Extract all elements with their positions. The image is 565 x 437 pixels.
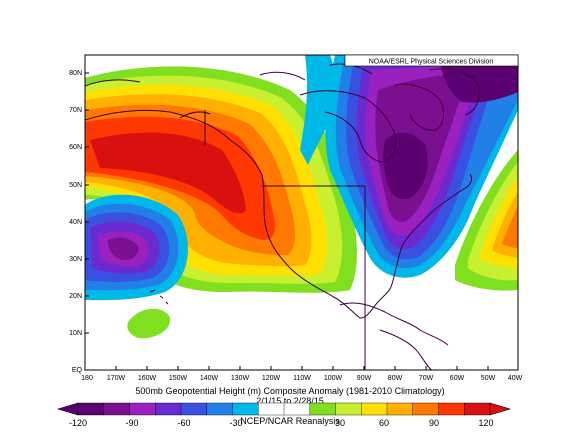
caption-title: 500mb Geopotential Height (m) Composite … [135, 386, 444, 396]
colorbar-cells [77, 402, 491, 416]
colorbar-label: -120 [69, 418, 87, 428]
anomaly-field [85, 55, 518, 370]
colorbar-cell [206, 402, 233, 416]
lat-label: 70N [69, 107, 82, 114]
colorbar-cell [103, 402, 130, 416]
caption-source: NCEP/NCAR Reanalysis [240, 416, 340, 426]
lon-label: 170W [107, 375, 126, 382]
lon-label: 140W [200, 375, 219, 382]
colorbar-cell [361, 402, 388, 416]
lon-label: 80W [388, 375, 403, 382]
colorbar-cell [464, 402, 491, 416]
lon-label: 100W [324, 375, 343, 382]
colorbar-cell [77, 402, 105, 416]
colorbar-label: 90 [429, 418, 439, 428]
colorbar-label: -90 [125, 418, 138, 428]
credit-text: NOAA/ESRL Physical Sciences Division [369, 59, 494, 66]
map-panel: NOAA/ESRL Physical Sciences Division 80N… [69, 54, 523, 382]
lon-label: 150W [169, 375, 188, 382]
lon-label: 180 [81, 375, 93, 382]
colorbar-cell [412, 402, 439, 416]
lon-label: 120W [262, 375, 281, 382]
caption-dates: 2/1/15 to 2/28/15 [256, 396, 324, 406]
lat-label: 30N [69, 256, 82, 263]
lat-label: EQ [72, 367, 83, 374]
colorbar-label-60: 60 [379, 418, 389, 428]
colorbar-cell [283, 402, 311, 416]
lon-label: 90W [357, 375, 372, 382]
lat-label: 60N [69, 144, 82, 151]
lon-label: 160W [138, 375, 157, 382]
colorbar-cell [258, 402, 285, 416]
latitude-axis: 80N 70N 60N 50N 40N 30N 20N 10N EQ [69, 70, 89, 374]
colorbar-high-arrow [489, 402, 512, 416]
lat-label: 50N [69, 182, 82, 189]
lon-label: 130W [231, 375, 250, 382]
lon-label: 60W [450, 375, 465, 382]
coastlines [85, 63, 480, 370]
lon-label: 40W [508, 375, 523, 382]
colorbar-label: 30 [335, 418, 345, 428]
lat-label: 20N [69, 293, 82, 300]
positive-anomaly-hawaii [127, 308, 171, 339]
north-america-coastline [85, 109, 473, 319]
colorbar-label: -30 [229, 418, 242, 428]
colorbar-cell [155, 402, 182, 416]
lat-label: 40N [69, 219, 82, 226]
colorbar-cell [232, 402, 259, 416]
colorbar: -120 -90 -60 -30 30 60 90 120 [56, 402, 512, 428]
colorbar-cell [386, 402, 414, 416]
lon-label: 70W [419, 375, 434, 382]
lon-label: 110W [293, 375, 311, 382]
lat-label: 10N [69, 330, 82, 337]
colorbar-cell [438, 402, 465, 416]
colorbar-label: -60 [177, 418, 190, 428]
lon-label: 50W [481, 375, 496, 382]
credit-box [344, 54, 519, 67]
colorbar-label: 120 [478, 418, 493, 428]
colorbar-cell [129, 402, 156, 416]
colorbar-cell [180, 402, 208, 416]
longitude-axis: 180 170W 160W 150W 140W 130W 120W 110W 1… [81, 366, 523, 382]
lat-label: 80N [69, 70, 82, 77]
colorbar-cell [335, 402, 362, 416]
colorbar-cell [309, 402, 336, 416]
colorbar-low-arrow [56, 402, 79, 416]
